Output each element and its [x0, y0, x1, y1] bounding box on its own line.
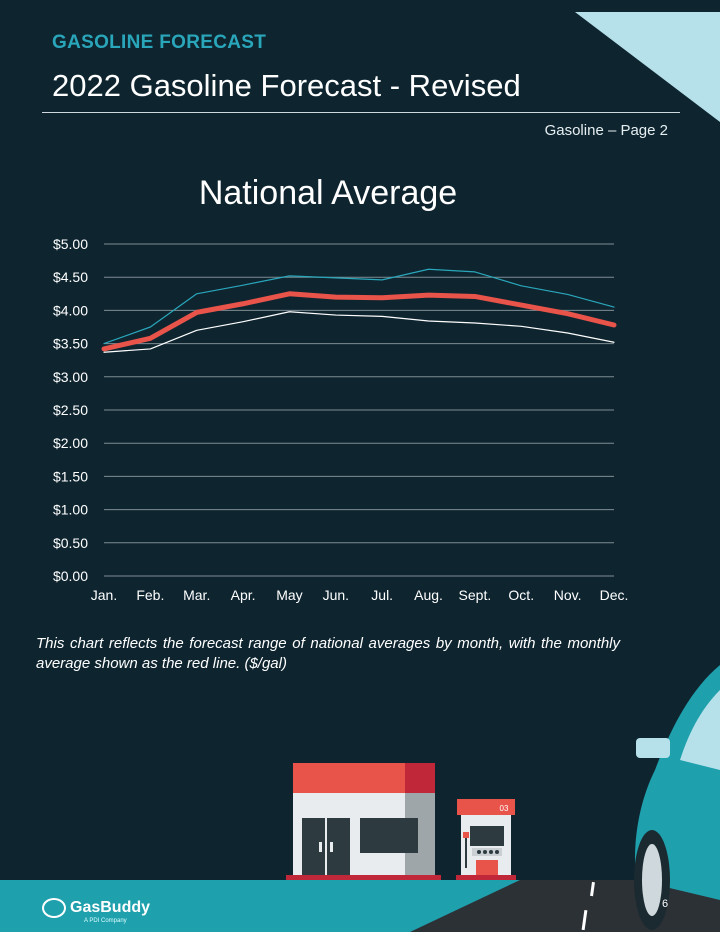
x-tick-label: Feb. [136, 587, 164, 603]
x-tick-label: Jan. [91, 587, 117, 603]
page-label: Gasoline – Page 2 [544, 122, 668, 139]
corner-decoration [575, 12, 720, 122]
y-tick-label: $2.00 [53, 435, 88, 451]
chart-caption: This chart reflects the forecast range o… [36, 635, 620, 672]
gas-station-building [286, 763, 441, 881]
gasbuddy-logo: GasBuddy [42, 898, 150, 918]
series-line-low [103, 311, 615, 353]
x-tick-label: Sept. [459, 587, 492, 603]
y-tick-label: $3.50 [53, 336, 88, 352]
page-number: 6 [662, 898, 669, 910]
series-line-average [101, 291, 617, 352]
y-tick-label: $2.50 [53, 402, 88, 418]
x-tick-label: Jun. [323, 587, 349, 603]
car [634, 665, 720, 930]
y-tick-label: $4.50 [53, 269, 88, 285]
y-tick-label: $5.00 [53, 236, 88, 252]
x-tick-label: Apr. [231, 587, 256, 603]
x-tick-label: Jul. [371, 587, 393, 603]
x-tick-label: Aug. [414, 587, 443, 603]
y-tick-label: $1.50 [53, 468, 88, 484]
title-divider [42, 112, 680, 113]
line-chart: $0.00 $0.50 $1.00 $1.50 $2.00 $2.50 $3.00 $3.50… [53, 236, 629, 603]
y-tick-label: $0.50 [53, 535, 88, 551]
pump-label: 03 [500, 804, 509, 813]
x-tick-label: Oct. [508, 587, 534, 603]
page-title: 2022 Gasoline Forecast - Revised [52, 68, 521, 103]
gasbuddy-logo-icon [42, 898, 66, 918]
y-tick-label: $4.00 [53, 302, 88, 318]
brand-name: GasBuddy [70, 899, 151, 916]
x-tick-label: Mar. [183, 587, 210, 603]
fuel-pump: 03 [456, 799, 516, 881]
chart-title: National Average [198, 174, 458, 212]
series-line-high [103, 268, 615, 345]
y-tick-label: $1.00 [53, 502, 88, 518]
x-tick-label: May [276, 587, 302, 603]
y-tick-label: $0.00 [53, 568, 88, 584]
section-kicker: GASOLINE FORECAST [52, 32, 267, 53]
y-tick-label: $3.00 [53, 369, 88, 385]
x-tick-label: Nov. [554, 587, 582, 603]
x-tick-label: Dec. [600, 587, 629, 603]
brand-subtitle: A PDI Company [84, 918, 127, 924]
